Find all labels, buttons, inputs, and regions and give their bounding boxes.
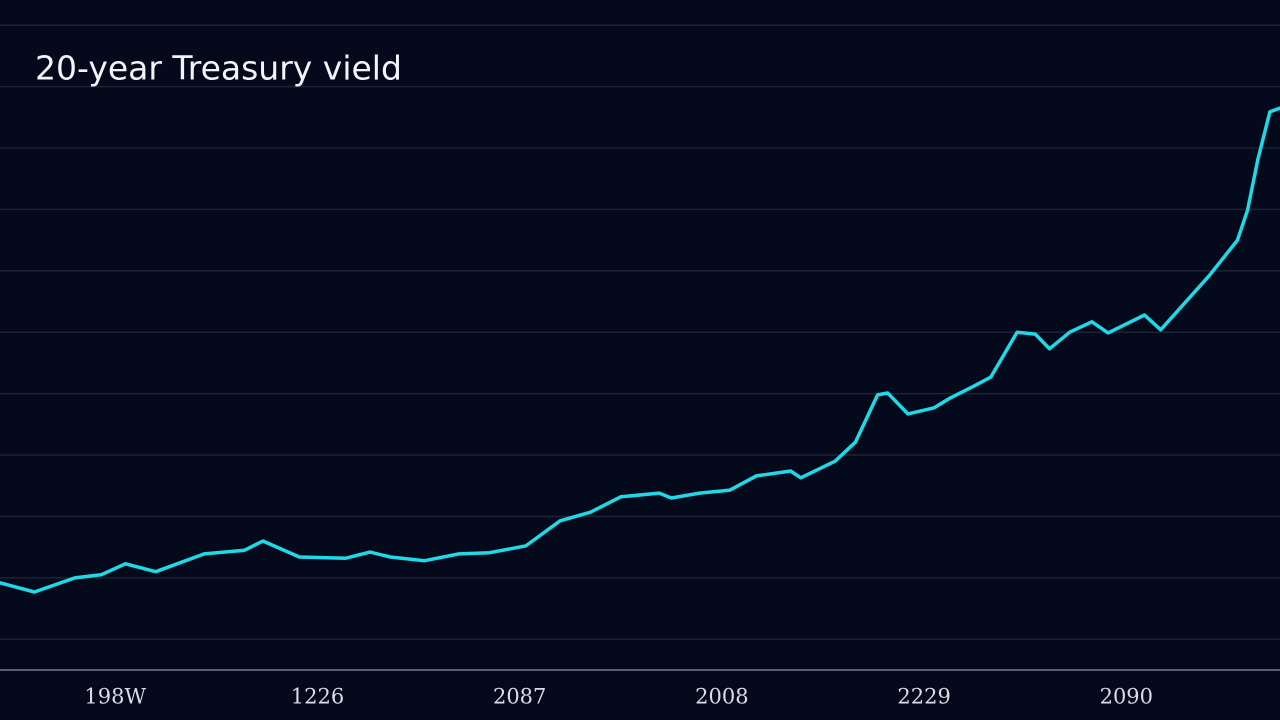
x-tick-label: 2090 bbox=[1100, 685, 1153, 709]
x-tick-label: 2229 bbox=[897, 685, 950, 709]
x-tick-label: 2087 bbox=[493, 685, 546, 709]
x-tick-label: 198W bbox=[84, 685, 146, 709]
x-tick-label: 2008 bbox=[695, 685, 748, 709]
chart-title: 20-year Treasury vield bbox=[35, 49, 402, 88]
line-series bbox=[0, 106, 1280, 594]
x-tick-label: 1226 bbox=[291, 685, 344, 709]
